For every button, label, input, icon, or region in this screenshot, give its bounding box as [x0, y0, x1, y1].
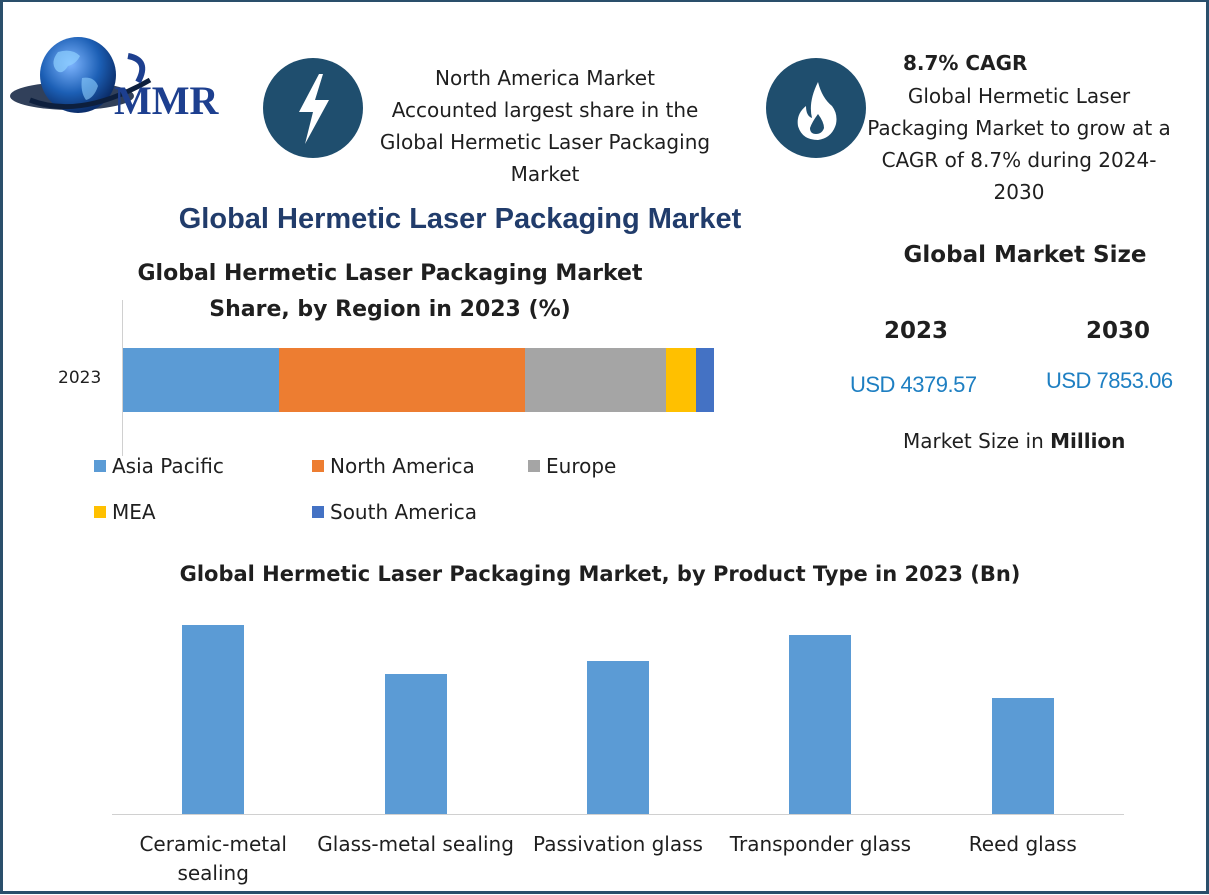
mmr-logo: MMR	[10, 30, 250, 125]
highlight-line: Global Hermetic Laser	[907, 84, 1131, 108]
year-2023: 2023	[884, 318, 949, 344]
legend-north-america: North America	[312, 454, 475, 478]
region-stacked-bar	[123, 348, 723, 412]
flame-icon	[766, 58, 866, 158]
product-category-label-line: Transponder glass	[729, 832, 912, 856]
region-bar-segment-mea	[666, 348, 696, 412]
region-bar-segment-europe	[525, 348, 666, 412]
product-category-label: Ceramic-metal sealing	[112, 830, 314, 888]
region-chart-category-label: 2023	[58, 368, 102, 388]
legend-label: MEA	[112, 500, 156, 524]
legend-asia-pacific: Asia Pacific	[94, 454, 224, 478]
north-america-highlight: North America Market Accounted largest s…	[360, 62, 730, 190]
legend-south-america: South America	[312, 500, 477, 524]
product-chart-title: Global Hermetic Laser Packaging Market, …	[179, 562, 1021, 586]
legend-swatch	[312, 460, 324, 472]
legend-label: North America	[330, 454, 475, 478]
legend-swatch	[312, 506, 324, 518]
product-category-label: Transponder glass	[719, 830, 921, 859]
product-category-label: Glass-metal sealing	[314, 830, 516, 859]
product-bar-reed-glass	[991, 697, 1054, 814]
year-2030: 2030	[1086, 318, 1151, 344]
highlight-line: CAGR of 8.7% during 2024-	[881, 148, 1157, 172]
lightning-bolt-icon	[263, 58, 363, 158]
market-size-unit-note: Market Size in Million	[903, 429, 1125, 453]
legend-mea: MEA	[94, 500, 156, 524]
product-bar-ceramic-metal-sealing	[182, 625, 245, 814]
region-chart-title-line: Share, by Region in 2023 (%)	[209, 297, 571, 322]
legend-swatch	[94, 460, 106, 472]
region-chart-title-line: Global Hermetic Laser Packaging Market	[137, 261, 643, 286]
market-value-2023: USD 4379.57	[850, 372, 977, 397]
region-bar-segment-south-america	[696, 348, 714, 412]
svg-text:MMR: MMR	[114, 78, 220, 123]
region-chart-title: Global Hermetic Laser Packaging Market S…	[130, 256, 650, 328]
cagr-title: 8.7% CAGR	[903, 51, 1028, 75]
product-bar-glass-metal-sealing	[384, 673, 447, 814]
page-title: Global Hermetic Laser Packaging Market	[178, 203, 742, 235]
legend-swatch	[94, 506, 106, 518]
product-category-label-line: Ceramic-metal	[139, 832, 287, 856]
market-value-2030: USD 7853.06	[1046, 368, 1173, 393]
product-category-label-line: Reed glass	[968, 832, 1077, 856]
product-chart-categories: Ceramic-metal sealing Glass-metal sealing P…	[112, 830, 1124, 890]
product-bar-passivation-glass	[587, 660, 649, 814]
legend-swatch	[528, 460, 540, 472]
highlight-line: Global Hermetic Laser Packaging	[379, 130, 711, 154]
product-bar-transponder-glass	[789, 635, 852, 814]
highlight-line: Accounted largest share in the	[391, 98, 699, 122]
cagr-highlight: Global Hermetic Laser Packaging Market t…	[862, 80, 1176, 208]
product-chart-baseline	[112, 814, 1124, 815]
legend-label: Asia Pacific	[112, 454, 224, 478]
product-category-label-line: sealing	[177, 861, 249, 885]
legend-label: Europe	[546, 454, 617, 478]
highlight-line: 2030	[993, 180, 1045, 204]
highlight-line: Packaging Market to grow at a	[867, 116, 1171, 140]
legend-europe: Europe	[528, 454, 616, 478]
legend-label: South America	[330, 500, 477, 524]
product-category-label-line: Passivation glass	[533, 832, 703, 856]
highlight-line: Market	[510, 162, 580, 186]
product-chart-plot	[112, 620, 1124, 814]
region-bar-segment-asia-pacific	[123, 348, 279, 412]
highlight-line: North America Market	[435, 66, 655, 90]
product-category-label: Reed glass	[922, 830, 1124, 859]
region-bar-segment-north-america	[279, 348, 525, 412]
market-size-title: Global Market Size	[903, 242, 1147, 268]
region-chart-axis	[122, 300, 123, 456]
product-category-label: Passivation glass	[517, 830, 719, 859]
unit-note-bold: Million	[1050, 429, 1126, 453]
unit-note-prefix: Market Size in	[903, 429, 1051, 453]
product-category-label-line: Glass-metal sealing	[317, 832, 514, 856]
